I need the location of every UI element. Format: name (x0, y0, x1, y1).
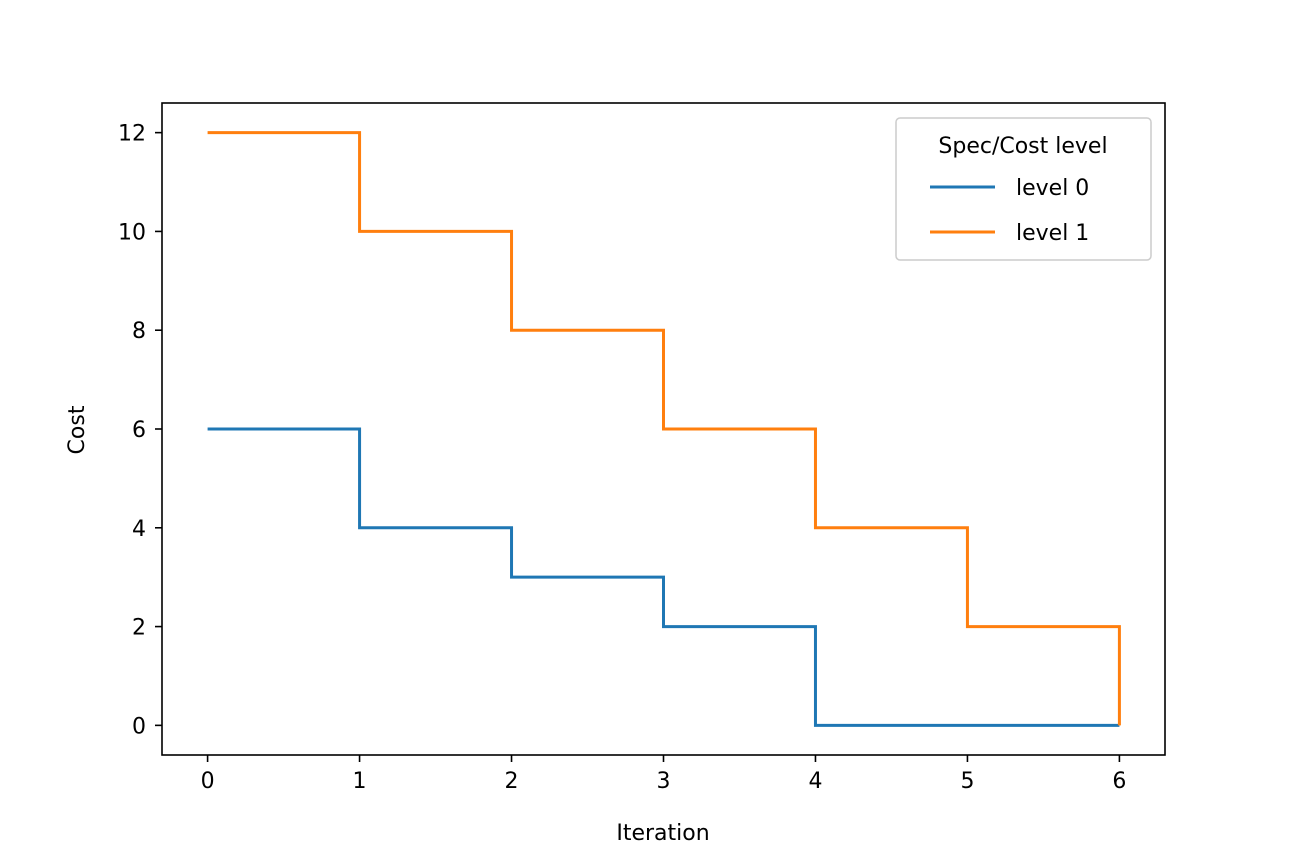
legend-entries: level 0 level 1 (930, 176, 1089, 246)
legend-title: Spec/Cost level (938, 134, 1107, 159)
y-tick-label: 8 (132, 319, 146, 344)
legend-label-1: level 1 (1016, 221, 1089, 246)
y-tick-label: 4 (132, 517, 146, 542)
legend-label-0: level 0 (1016, 176, 1089, 201)
x-axis-label: Iteration (616, 821, 709, 846)
y-axis-ticks: 0 2 4 6 8 10 12 (118, 122, 162, 739)
y-tick-label: 0 (132, 714, 146, 739)
x-tick-label: 2 (505, 769, 519, 794)
x-tick-label: 4 (808, 769, 822, 794)
legend-box (895, 117, 1152, 261)
x-tick-label: 6 (1112, 769, 1126, 794)
x-tick-label: 3 (657, 769, 671, 794)
x-tick-label: 0 (201, 769, 215, 794)
x-axis-ticks: 0 1 2 3 4 5 6 (201, 755, 1126, 794)
x-tick-label: 1 (353, 769, 367, 794)
series-line-1 (207, 131, 1121, 726)
series-layer (207, 131, 1121, 727)
legend: Spec/Cost level level 0 level 1 (895, 117, 1152, 261)
y-tick-label: 6 (132, 418, 146, 443)
x-tick-label: 5 (960, 769, 974, 794)
y-axis-label: Cost (65, 405, 90, 454)
y-tick-label: 2 (132, 616, 146, 641)
y-tick-label: 12 (118, 122, 146, 147)
y-tick-label: 10 (118, 220, 146, 245)
series-line-0 (207, 427, 1120, 727)
